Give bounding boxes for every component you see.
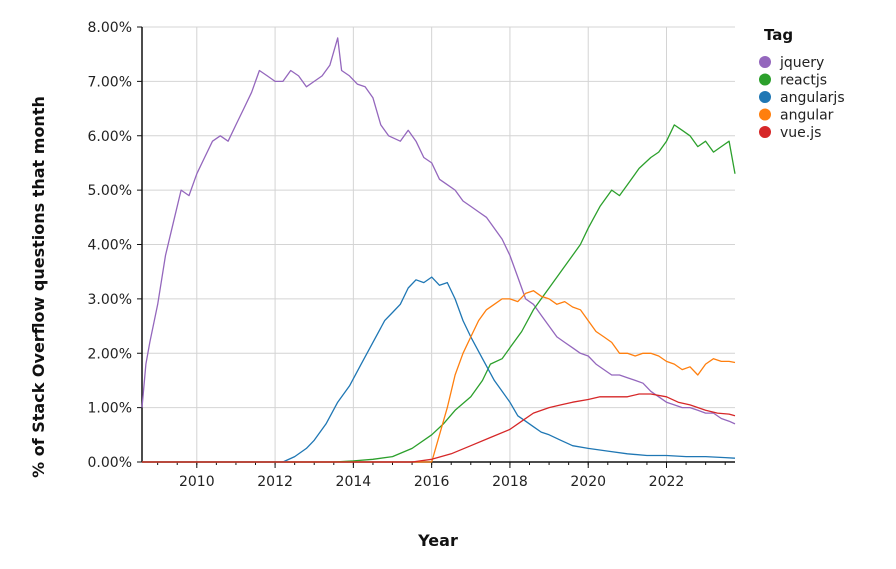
legend-label-angular: angular — [780, 108, 834, 124]
x-tick-label: 2018 — [492, 474, 528, 490]
x-tick-label: 2014 — [336, 474, 372, 490]
series-line-reactjs — [142, 124, 736, 463]
x-tick-label: 2020 — [570, 474, 606, 490]
series-line-angularjs — [142, 276, 736, 463]
legend-swatch-jquery — [759, 56, 771, 68]
series-lines — [141, 37, 736, 463]
legend-swatch-angularjs — [759, 91, 771, 103]
legend-label-jquery: jquery — [779, 55, 824, 71]
y-tick-label: 5.00% — [88, 183, 132, 199]
legend-swatch-reactjs — [759, 73, 771, 86]
x-tick-label: 2016 — [414, 474, 450, 490]
series-line-jquery — [141, 37, 736, 425]
y-tick-label: 0.00% — [88, 455, 132, 471]
y-tick-label: 8.00% — [88, 20, 132, 36]
y-tick-label: 4.00% — [88, 238, 132, 254]
legend-label-reactjs: reactjs — [780, 73, 827, 89]
x-tick-label: 2022 — [649, 474, 685, 490]
y-tick-label: 3.00% — [88, 292, 132, 308]
y-tick-label: 1.00% — [88, 401, 132, 417]
y-tick-label: 2.00% — [88, 346, 132, 362]
x-tick-label: 2012 — [257, 474, 293, 490]
series-line-vue-js — [142, 393, 736, 463]
legend-swatch-angular — [759, 108, 771, 121]
legend-swatch-vue-js — [759, 126, 771, 138]
y-tick-label: 6.00% — [88, 129, 132, 145]
y-tick-labels: 0.00% 1.00% 2.00% 3.00% 4.00% 5.00% 6.00% 7.00%… — [88, 20, 142, 471]
series-line-angular — [142, 290, 736, 463]
x-tick-labels: 2010 2012 2014 2016 2018 2020 2022 — [157, 462, 726, 490]
legend-label-angularjs: angularjs — [780, 90, 845, 106]
legend-label-vue-js: vue.js — [780, 125, 821, 141]
y-tick-label: 7.00% — [88, 74, 132, 90]
grid-lines — [142, 26, 735, 463]
x-tick-label: 2010 — [179, 474, 215, 490]
y-axis-title: % of Stack Overflow questions that month — [29, 96, 48, 478]
legend-title: Tag — [764, 26, 793, 44]
x-axis-title: Year — [417, 531, 458, 550]
